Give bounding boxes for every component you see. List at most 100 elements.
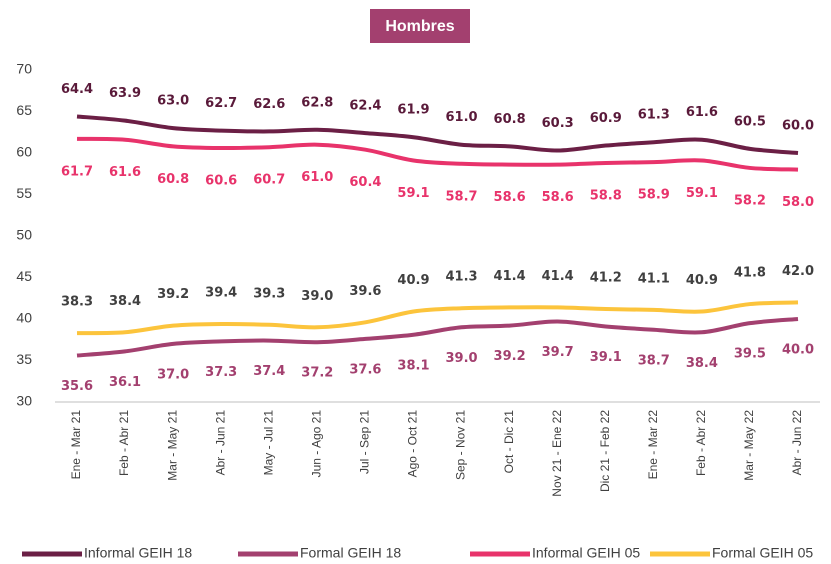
x-tick-label: Feb - Abr 21	[117, 410, 131, 476]
data-label: 62.6	[253, 97, 285, 112]
data-label: 41.2	[590, 271, 622, 286]
data-label: 38.3	[61, 295, 93, 310]
data-label: 61.9	[397, 103, 429, 118]
data-label: 39.5	[734, 347, 766, 362]
data-label: 41.1	[638, 271, 670, 286]
data-label: 38.1	[397, 358, 429, 373]
x-tick-label: May - Jul 21	[261, 410, 275, 476]
x-tick-label: Oct - Dic 21	[502, 410, 516, 474]
y-tick-label: 55	[16, 185, 32, 201]
y-tick-label: 30	[16, 393, 32, 409]
data-label: 39.1	[590, 350, 622, 365]
data-label: 37.3	[205, 365, 237, 380]
y-tick-label: 45	[16, 268, 32, 284]
x-tick-label: Abr - Jun 22	[790, 410, 804, 476]
data-label: 58.8	[590, 188, 622, 203]
x-tick-label: Feb - Abr 22	[694, 410, 708, 476]
data-label: 63.9	[109, 86, 141, 101]
data-label: 61.7	[61, 164, 93, 179]
x-tick-label: Nov 21 - Ene 22	[550, 410, 564, 497]
data-label: 39.4	[205, 285, 237, 300]
data-label: 60.8	[494, 112, 526, 127]
data-label: 63.0	[157, 94, 189, 109]
data-label: 38.7	[638, 353, 670, 368]
x-tick-label: Ago - Oct 21	[406, 410, 420, 478]
data-label: 42.0	[782, 264, 814, 279]
series-line	[76, 136, 799, 172]
data-label: 61.6	[686, 105, 718, 120]
y-tick-label: 50	[16, 227, 32, 243]
series-line	[76, 317, 799, 358]
data-label: 37.6	[349, 362, 381, 377]
y-tick-label: 60	[16, 144, 32, 160]
data-label: 58.6	[542, 190, 574, 205]
data-label: 39.6	[349, 284, 381, 299]
data-label: 41.4	[494, 269, 526, 284]
data-label: 61.0	[445, 110, 477, 125]
data-label: 39.3	[253, 286, 285, 301]
data-label: 60.6	[205, 174, 237, 189]
data-label: 62.4	[349, 99, 381, 114]
series-line	[76, 300, 799, 336]
legend-label: Formal GEIH 05	[712, 545, 813, 561]
data-label: 38.4	[109, 294, 141, 309]
series-line	[76, 114, 799, 155]
legend-label: Formal GEIH 18	[300, 545, 401, 561]
data-label: 61.6	[109, 165, 141, 180]
data-label: 41.4	[542, 269, 574, 284]
data-label: 40.9	[397, 273, 429, 288]
data-label: 39.7	[542, 345, 574, 360]
data-label: 60.5	[734, 114, 766, 129]
x-tick-label: Mar - May 21	[165, 410, 179, 481]
chart-title: Hombres	[385, 18, 454, 35]
x-tick-label: Mar - May 22	[742, 410, 756, 481]
y-tick-label: 70	[16, 61, 32, 77]
data-label: 35.6	[61, 379, 93, 394]
data-label: 58.0	[782, 195, 814, 210]
data-label: 58.9	[638, 188, 670, 203]
data-label: 36.1	[109, 375, 141, 390]
data-label: 59.1	[397, 186, 429, 201]
data-label: 60.8	[157, 172, 189, 187]
title-box	[370, 9, 470, 43]
data-label: 61.3	[638, 108, 670, 123]
data-label: 40.9	[686, 273, 718, 288]
data-label: 60.7	[253, 173, 285, 188]
x-tick-label: Jul - Sep 21	[358, 410, 372, 474]
x-tick-label: Ene - Mar 22	[646, 410, 660, 480]
x-tick-label: Abr - Jun 21	[213, 410, 227, 476]
data-label: 37.0	[157, 367, 189, 382]
y-tick-label: 65	[16, 102, 32, 118]
data-label: 39.2	[157, 287, 189, 302]
data-label: 59.1	[686, 186, 718, 201]
y-tick-label: 35	[16, 351, 32, 367]
data-label: 64.4	[61, 82, 93, 97]
data-label: 60.0	[782, 119, 814, 134]
y-tick-label: 40	[16, 310, 32, 326]
data-label: 60.3	[542, 116, 574, 131]
data-label: 41.8	[734, 266, 766, 281]
x-tick-label: Sep - Nov 21	[454, 410, 468, 480]
data-label: 37.2	[301, 366, 333, 381]
data-label: 39.2	[494, 349, 526, 364]
legend-label: Informal GEIH 05	[532, 545, 640, 561]
data-label: 58.2	[734, 193, 766, 208]
x-tick-label: Dic 21 - Feb 22	[598, 410, 612, 492]
data-label: 41.3	[445, 270, 477, 285]
data-label: 37.4	[253, 364, 285, 379]
data-label: 38.4	[686, 356, 718, 371]
x-tick-label: Jun - Ago 21	[310, 410, 324, 478]
data-label: 62.8	[301, 95, 333, 110]
data-label: 60.4	[349, 175, 381, 190]
legend-label: Informal GEIH 18	[84, 545, 192, 561]
data-label: 39.0	[445, 351, 477, 366]
data-label: 62.7	[205, 96, 237, 111]
data-label: 39.0	[301, 289, 333, 304]
data-label: 58.7	[445, 189, 477, 204]
data-label: 60.9	[590, 111, 622, 126]
data-label: 40.0	[782, 343, 814, 358]
x-tick-label: Ene - Mar 21	[69, 410, 83, 480]
data-label: 61.0	[301, 170, 333, 185]
data-label: 58.6	[494, 190, 526, 205]
